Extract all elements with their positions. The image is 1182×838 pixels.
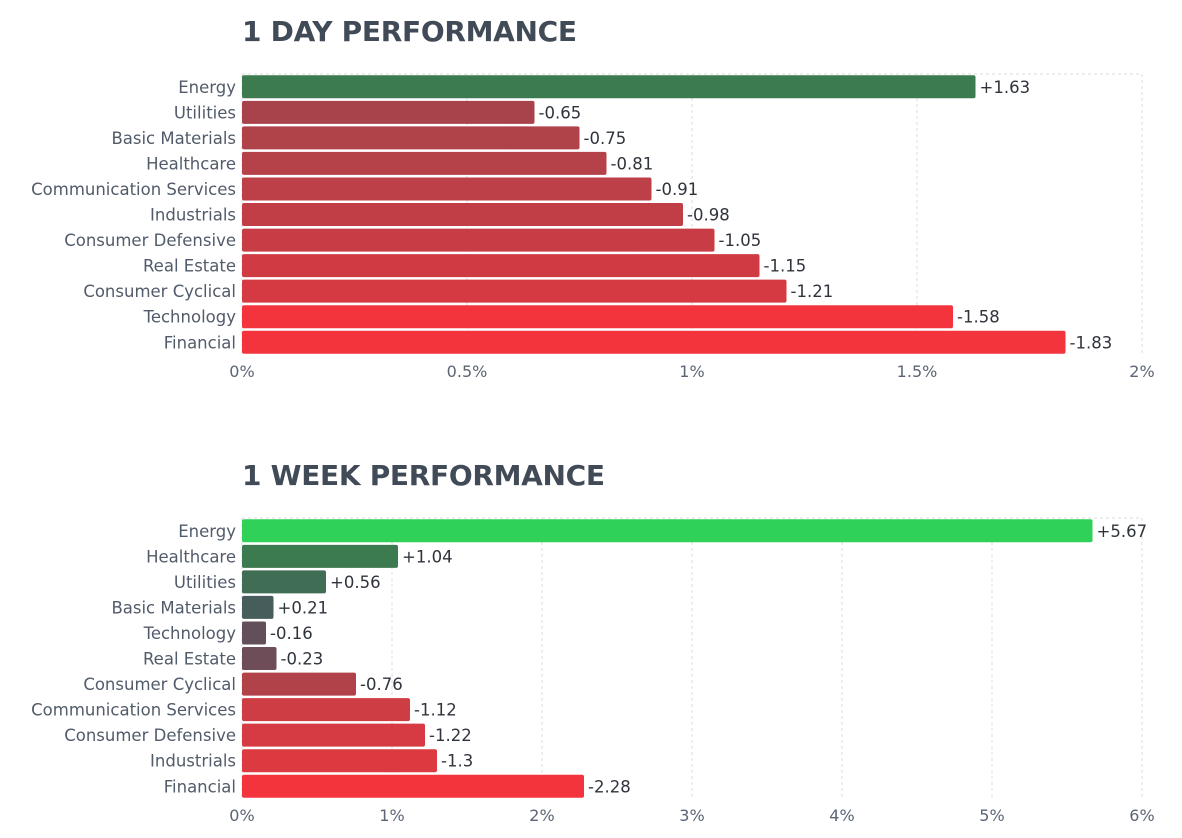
day-bar bbox=[242, 177, 652, 201]
week-category-label: Healthcare bbox=[146, 547, 236, 566]
day-value-label: +1.63 bbox=[980, 78, 1031, 97]
week-bar bbox=[242, 723, 425, 747]
week-bar bbox=[242, 595, 274, 619]
week-bar bbox=[242, 570, 326, 594]
day-value-label: -0.91 bbox=[656, 180, 699, 199]
week-value-label: +0.56 bbox=[330, 573, 381, 592]
week-category-label: Technology bbox=[143, 624, 237, 643]
week-bar bbox=[242, 749, 437, 773]
week-category-label: Financial bbox=[164, 777, 236, 796]
week-bar bbox=[242, 519, 1093, 543]
day-bar bbox=[242, 100, 535, 124]
week-value-label: -0.76 bbox=[360, 675, 403, 694]
day-category-label: Utilities bbox=[174, 103, 236, 122]
week-performance-chart: Energy +5.67 Healthcare +1.04 Utilities +0.56… bbox=[31, 517, 1155, 825]
week-category-label: Energy bbox=[178, 522, 236, 541]
week-bar bbox=[242, 774, 584, 798]
week-tick-label: 5% bbox=[979, 806, 1004, 825]
day-bar bbox=[242, 203, 683, 227]
week-value-label: +5.67 bbox=[1097, 522, 1148, 541]
day-tick-label: 0% bbox=[229, 362, 254, 381]
week-value-label: -0.16 bbox=[270, 624, 313, 643]
day-bar bbox=[242, 75, 976, 99]
day-value-label: -0.65 bbox=[539, 103, 582, 122]
week-bar bbox=[242, 672, 356, 696]
week-category-label: Consumer Defensive bbox=[64, 726, 236, 745]
day-category-label: Technology bbox=[143, 308, 237, 327]
day-performance-chart: Energy +1.63 Utilities -0.65 Basic Materials… bbox=[31, 73, 1155, 381]
day-category-label: Healthcare bbox=[146, 154, 236, 173]
week-value-label: -1.12 bbox=[414, 701, 457, 720]
week-category-label: Real Estate bbox=[143, 650, 236, 669]
day-tick-label: 0.5% bbox=[447, 362, 488, 381]
day-value-label: -1.83 bbox=[1070, 333, 1113, 352]
week-tick-label: 3% bbox=[679, 806, 704, 825]
week-tick-label: 1% bbox=[379, 806, 404, 825]
day-category-label: Basic Materials bbox=[111, 129, 236, 148]
week-value-label: +1.04 bbox=[402, 547, 453, 566]
week-tick-label: 4% bbox=[829, 806, 854, 825]
day-tick-label: 1% bbox=[679, 362, 704, 381]
week-chart-title: 1 WEEK PERFORMANCE bbox=[242, 459, 605, 492]
week-tick-label: 6% bbox=[1129, 806, 1154, 825]
week-bar bbox=[242, 647, 277, 671]
week-tick-label: 0% bbox=[229, 806, 254, 825]
day-category-label: Energy bbox=[178, 78, 236, 97]
day-category-label: Communication Services bbox=[31, 180, 236, 199]
day-bar bbox=[242, 330, 1066, 354]
week-bar bbox=[242, 698, 410, 722]
day-bar bbox=[242, 254, 760, 278]
day-bar bbox=[242, 126, 580, 150]
week-bar bbox=[242, 544, 398, 568]
day-chart-title: 1 DAY PERFORMANCE bbox=[242, 15, 577, 48]
day-value-label: -1.15 bbox=[764, 257, 807, 276]
day-category-label: Real Estate bbox=[143, 257, 236, 276]
day-value-label: -0.98 bbox=[687, 206, 730, 225]
day-category-label: Financial bbox=[164, 333, 236, 352]
day-value-label: -1.21 bbox=[791, 282, 834, 301]
day-category-label: Consumer Defensive bbox=[64, 231, 236, 250]
day-bar bbox=[242, 305, 953, 329]
day-bar bbox=[242, 228, 715, 252]
week-tick-label: 2% bbox=[529, 806, 554, 825]
week-category-label: Basic Materials bbox=[111, 598, 236, 617]
day-bar bbox=[242, 151, 607, 175]
day-value-label: -1.58 bbox=[957, 308, 1000, 327]
day-category-label: Industrials bbox=[150, 206, 236, 225]
day-value-label: -1.05 bbox=[719, 231, 762, 250]
day-tick-label: 1.5% bbox=[897, 362, 938, 381]
week-category-label: Communication Services bbox=[31, 701, 236, 720]
day-bar bbox=[242, 279, 787, 303]
day-value-label: -0.81 bbox=[611, 154, 654, 173]
week-bar bbox=[242, 621, 266, 645]
week-value-label: -0.23 bbox=[281, 650, 324, 669]
week-category-label: Consumer Cyclical bbox=[83, 675, 236, 694]
day-tick-label: 2% bbox=[1129, 362, 1154, 381]
day-category-label: Consumer Cyclical bbox=[83, 282, 236, 301]
week-value-label: -2.28 bbox=[588, 777, 631, 796]
week-category-label: Industrials bbox=[150, 752, 236, 771]
week-value-label: -1.3 bbox=[441, 752, 473, 771]
week-category-label: Utilities bbox=[174, 573, 236, 592]
day-value-label: -0.75 bbox=[584, 129, 627, 148]
week-value-label: +0.21 bbox=[278, 598, 329, 617]
week-value-label: -1.22 bbox=[429, 726, 472, 745]
